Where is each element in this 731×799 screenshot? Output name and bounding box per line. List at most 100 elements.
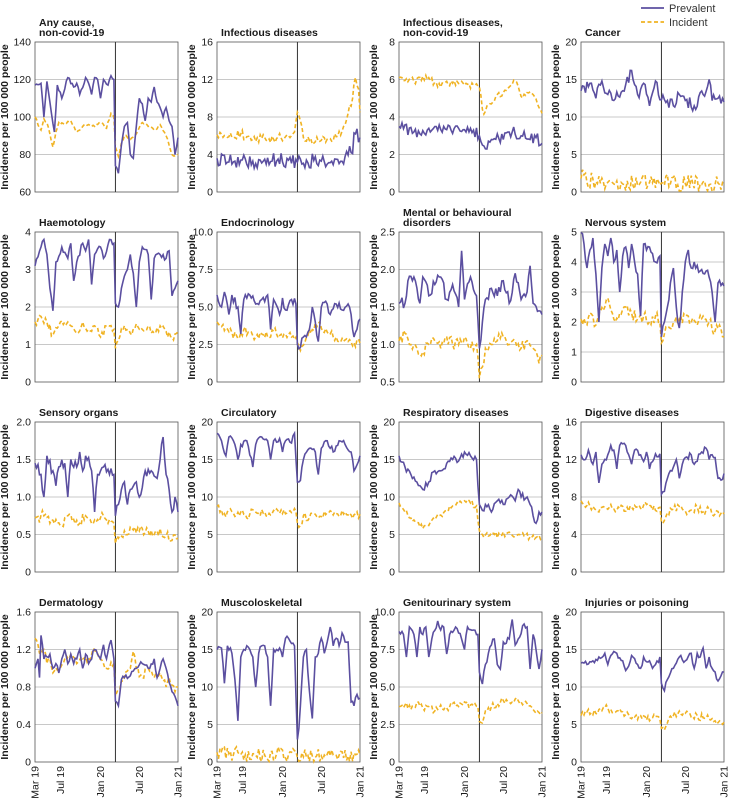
series-line-incident [34,637,178,697]
y-tick-label: 0.8 [16,682,31,694]
panel-title: Sensory organs [39,407,119,419]
y-tick-label: 140 [13,37,31,49]
y-tick-label: 20 [565,37,577,49]
panel: Genitourinary system 0 2.5 5.0 7.5 10.0Incide… [368,597,549,799]
y-tick-label: 1.6 [16,607,31,619]
y-tick-label: 0 [207,187,213,199]
panel-frame [34,231,179,383]
y-axis-label: Incidence per 100 000 people [368,44,380,189]
series-line-incident [216,743,361,764]
y-tick-label: 20 [565,607,577,619]
y-tick-label: 2 [25,302,31,314]
panel-title-line: Infectious diseases, [403,17,503,29]
y-tick-label: 15 [565,644,577,656]
panel-frame [580,611,725,763]
y-tick-label: 2.5 [198,339,213,351]
panel-title-line: Infectious diseases [221,27,318,39]
x-tick-label: Jan 20 [641,766,653,798]
panel-frame [34,421,179,573]
panel: Any cause, non-covid-19 60 80 100 120 140Incid… [0,17,179,199]
y-tick-label: 16 [201,37,213,49]
panel: Sensory organs 0 0.5 1.0 1.5 2.0 Incidence per… [0,407,179,579]
y-tick-label: 1 [25,339,31,351]
y-tick-label: 4 [207,149,213,161]
y-axis-label: Incidence per 100 000 people [550,614,562,759]
y-tick-label: 0.5 [16,529,31,541]
panel-title: Nervous system [585,217,666,229]
panel-frame [216,41,361,193]
y-tick-label: 2.5 [380,719,395,731]
y-axis-label: Incidence per 100 000 people [186,234,198,379]
y-tick-label: 10 [201,682,213,694]
x-tick-label: Jul 19 [419,766,431,794]
y-tick-label: 8 [207,112,213,124]
panel-title-line: Cancer [585,27,621,39]
panel-title-line: Nervous system [585,217,666,229]
y-tick-label: 0 [571,187,577,199]
y-tick-label: 20 [201,607,213,619]
y-tick-label: 0 [389,187,395,199]
y-tick-label: 5 [571,149,577,161]
series-line-prevalent [398,119,543,150]
panel-title: Circulatory [221,407,277,419]
y-tick-label: 5 [571,719,577,731]
panel-frame [580,231,725,383]
y-tick-label: 0 [571,757,577,769]
series-line-prevalent [580,645,725,694]
y-tick-label: 1.0 [380,339,395,351]
y-tick-label: 0 [207,567,213,579]
y-axis-label: Incidence per 100 000 people [0,614,11,759]
legend-label-prevalent: Prevalent [669,3,715,15]
y-tick-label: 20 [383,417,395,429]
y-tick-label: 0 [389,567,395,579]
series-line-prevalent [216,430,361,483]
y-tick-label: 5.0 [380,682,395,694]
y-tick-label: 5 [389,529,395,541]
panel: Mental or behavioural disorders 0.5 1.0 1.5 2… [368,207,543,389]
y-tick-label: 5.0 [198,302,213,314]
series-line-incident [34,314,179,349]
y-tick-label: 100 [13,112,31,124]
y-tick-label: 5 [207,719,213,731]
panel-title: Digestive diseases [585,407,679,419]
series-line-prevalent [34,436,179,516]
y-tick-label: 4 [571,257,577,269]
y-tick-label: 10 [565,682,577,694]
y-tick-label: 0 [389,757,395,769]
panel-title-line: Muscoloskeletal [221,597,302,609]
panel-title-line: Injuries or poisoning [585,597,689,609]
y-tick-label: 80 [19,149,31,161]
y-tick-label: 15 [201,454,213,466]
y-axis-label: Incidence per 100 000 people [550,44,562,189]
x-tick-label: Mar 19 [394,766,406,799]
y-tick-label: 10 [383,492,395,504]
panel-title-line: Sensory organs [39,407,119,419]
series-line-incident [398,498,543,542]
y-tick-label: 2.0 [380,264,395,276]
series-line-prevalent [34,635,179,709]
series-line-incident [34,507,179,544]
panel-frame [580,41,725,193]
panel-frame [216,611,361,763]
panel-title: Dermatology [39,597,103,609]
x-tick-label: Jul 20 [134,766,146,794]
series-line-incident [216,319,361,354]
panel-title-line: non-covid-19 [403,27,468,39]
panel: Haemotology 0 1 2 3 4 Incidence per 100 000 pe… [0,217,179,389]
x-tick-label: Jul 19 [601,766,613,794]
y-tick-label: 0.4 [16,719,31,731]
y-tick-label: 1.5 [16,454,31,466]
series-line-incident [34,111,179,160]
y-axis-label: Incidence per 100 000 people [186,44,198,189]
y-axis-label: Incidence per 100 000 people [550,234,562,379]
legend-label-incident: Incident [669,17,708,29]
panel-title-line: Haemotology [39,217,106,229]
y-tick-label: 1.2 [16,644,31,656]
series-line-prevalent [216,128,361,172]
y-axis-label: Incidence per 100 000 people [368,234,380,379]
y-tick-label: 20 [201,417,213,429]
x-tick-label: Jan 21 [173,766,185,798]
